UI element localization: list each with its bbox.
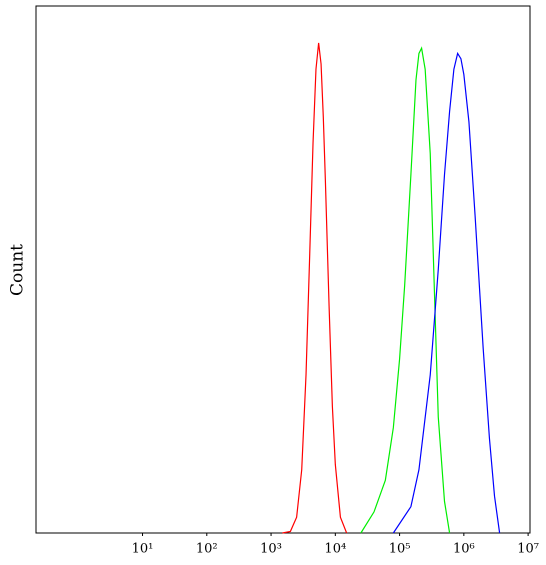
x-tick-label: 10⁴ — [324, 542, 346, 557]
x-tick-label: 10² — [196, 542, 218, 557]
histogram-line — [360, 46, 451, 534]
x-tick-label: 10⁷ — [517, 542, 539, 557]
histogram-line — [282, 42, 348, 534]
x-tick-label: 10⁵ — [389, 542, 411, 557]
x-tick-label: 10³ — [260, 542, 282, 557]
y-axis-label: Count — [8, 244, 28, 296]
histogram-line — [392, 51, 501, 534]
plot-frame — [35, 5, 531, 534]
x-tick-label: 10¹ — [132, 542, 154, 557]
x-tick-label: 10⁶ — [453, 542, 475, 557]
